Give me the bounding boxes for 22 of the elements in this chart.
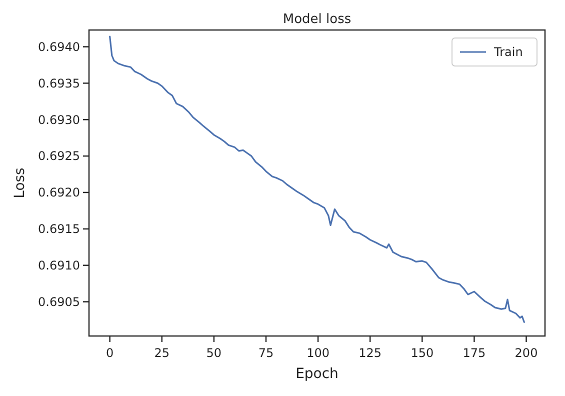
x-tick-label: 75: [258, 346, 274, 360]
x-tick-label: 150: [410, 346, 434, 360]
y-tick-label: 0.6905: [38, 294, 80, 309]
chart-title: Model loss: [282, 12, 352, 27]
line-series: [109, 36, 525, 323]
x-tick-label: 25: [154, 346, 170, 360]
y-tick-label: 0.6925: [38, 149, 80, 164]
x-axis-title: Epoch: [296, 366, 338, 382]
x-tick-label: 200: [514, 346, 538, 360]
x-tick-label: 175: [462, 346, 486, 360]
y-tick-label: 0.6915: [38, 222, 80, 236]
y-tick-label: 0.6935: [38, 76, 80, 90]
y-tick-label: 0.6940: [38, 40, 80, 54]
legend-label: Train: [493, 45, 523, 60]
x-tick-label: 100: [306, 346, 330, 360]
y-tick-label: 0.6920: [38, 186, 80, 200]
y-axis-title: Loss: [12, 168, 28, 198]
y-tick-label: 0.6910: [38, 258, 80, 273]
y-tick-label: 0.6930: [38, 112, 80, 127]
x-tick-label: 50: [206, 346, 222, 360]
x-tick-label: 125: [358, 346, 382, 360]
x-tick-label: 0: [106, 346, 114, 360]
